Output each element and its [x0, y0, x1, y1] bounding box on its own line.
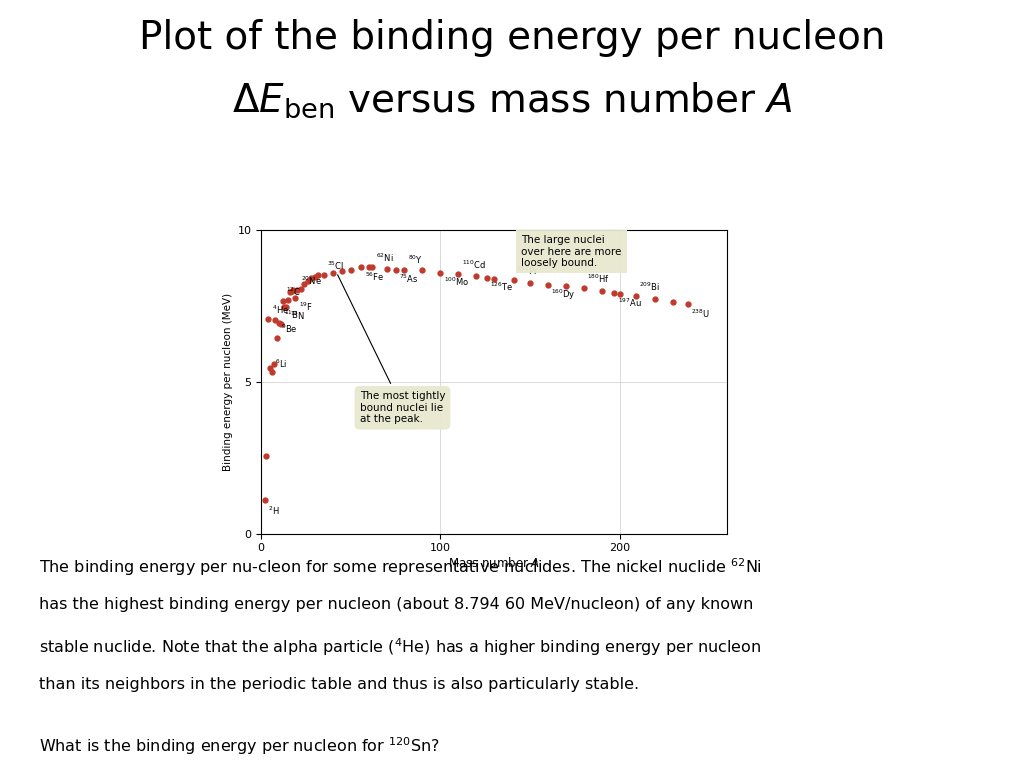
Text: $^{197}$Au: $^{197}$Au — [617, 296, 642, 309]
Text: $^{209}$Bi: $^{209}$Bi — [639, 281, 660, 293]
Text: $^{12}$C: $^{12}$C — [287, 286, 301, 298]
Text: has the highest binding energy per nucleon (about 8.794 60 MeV/nucleon) of any k: has the highest binding energy per nucle… — [39, 597, 754, 612]
Text: $^{14}$N: $^{14}$N — [290, 310, 305, 322]
Text: $^{19}$F: $^{19}$F — [299, 300, 313, 313]
Text: $^{160}$Dy: $^{160}$Dy — [551, 288, 577, 303]
Text: $^{141}$Pr: $^{141}$Pr — [517, 265, 540, 277]
Text: The large nuclei
over here are more
loosely bound.: The large nuclei over here are more loos… — [521, 235, 622, 268]
Text: $^{126}$Te: $^{126}$Te — [490, 281, 514, 293]
Text: $^{11}$B: $^{11}$B — [285, 309, 299, 321]
Text: than its neighbors in the periodic table and thus is also particularly stable.: than its neighbors in the periodic table… — [39, 677, 639, 692]
Text: $^{80}$Y: $^{80}$Y — [408, 254, 423, 266]
Text: $^{100}$Mo: $^{100}$Mo — [444, 276, 469, 288]
Text: $^{180}$Hf: $^{180}$Hf — [588, 273, 610, 285]
Text: $^{62}$Ni: $^{62}$Ni — [376, 252, 393, 264]
Text: $^{35}$Cl: $^{35}$Cl — [328, 260, 345, 273]
Text: $^{6}$Li: $^{6}$Li — [275, 357, 288, 369]
Text: $\Delta E_{\mathrm{ben}}$ versus mass number $A$: $\Delta E_{\mathrm{ben}}$ versus mass nu… — [231, 81, 793, 121]
Text: $^{9}$Be: $^{9}$Be — [281, 323, 297, 336]
Text: The most tightly
bound nuclei lie
at the peak.: The most tightly bound nuclei lie at the… — [338, 275, 445, 425]
Text: $^{75}$As: $^{75}$As — [399, 273, 419, 285]
Text: $^{4}$He: $^{4}$He — [272, 303, 289, 316]
Text: $^{20}$Ne: $^{20}$Ne — [301, 275, 322, 287]
Text: $^{2}$H: $^{2}$H — [268, 505, 280, 517]
X-axis label: Mass number $A$: Mass number $A$ — [449, 556, 540, 571]
Text: stable nuclide. Note that the alpha particle ($^{4}$He) has a higher binding ene: stable nuclide. Note that the alpha part… — [39, 637, 761, 658]
Text: $^{238}$U: $^{238}$U — [691, 307, 711, 319]
Y-axis label: Binding energy per nucleon (MeV): Binding energy per nucleon (MeV) — [223, 293, 233, 471]
Text: The binding energy per nu-cleon for some representative nuclides. The nickel nuc: The binding energy per nu-cleon for some… — [39, 557, 762, 578]
Text: Plot of the binding energy per nucleon: Plot of the binding energy per nucleon — [139, 19, 885, 57]
Text: $^{56}$Fe: $^{56}$Fe — [366, 270, 384, 283]
Text: $^{110}$Cd: $^{110}$Cd — [462, 259, 485, 271]
Text: What is the binding energy per nucleon for $^{120}$Sn?: What is the binding energy per nucleon f… — [39, 736, 439, 757]
